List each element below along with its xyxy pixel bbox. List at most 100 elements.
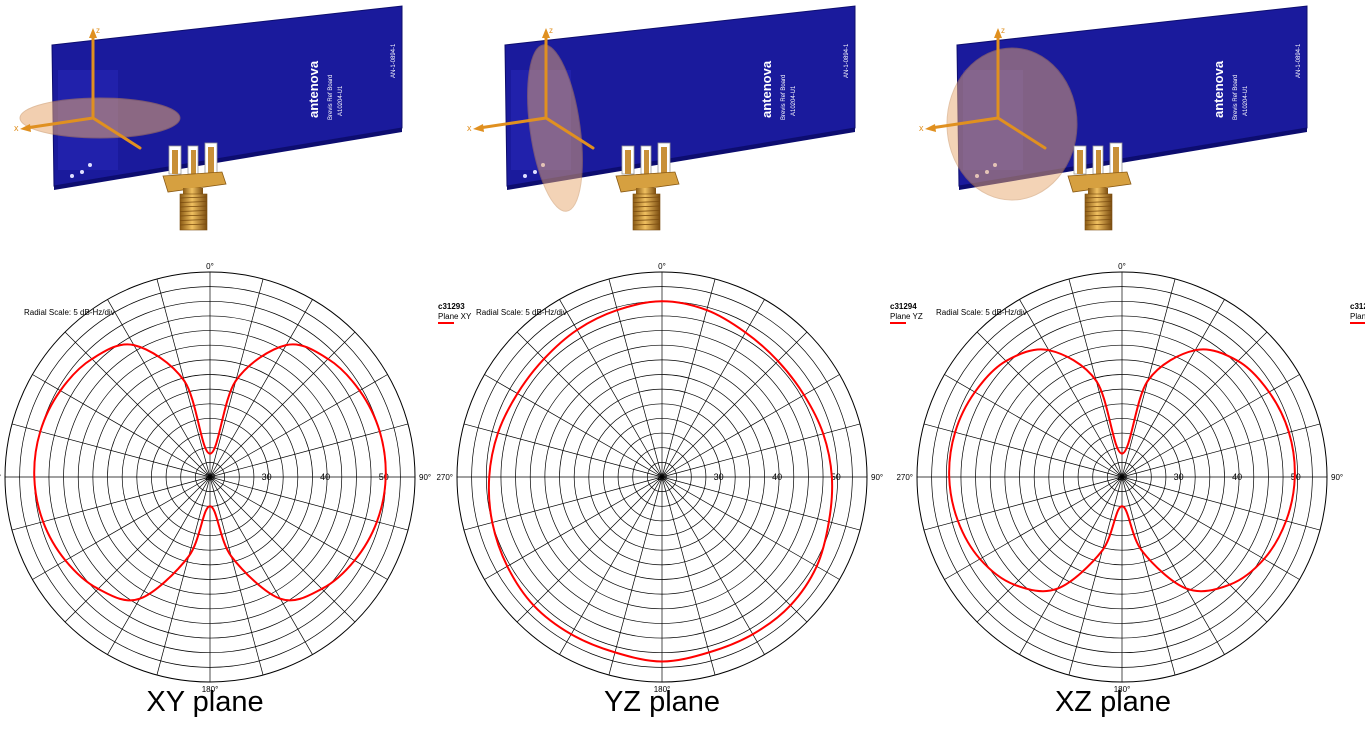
connector-pin-core	[661, 147, 667, 174]
board-text-1: Brevis Ref Board	[781, 75, 787, 120]
data-point	[97, 587, 100, 590]
radiation-plane-disc	[19, 97, 181, 139]
data-point	[978, 558, 981, 560]
connector-thread	[632, 205, 661, 208]
board-part-number: AN-1-0894-1	[391, 43, 397, 78]
axis-z-arrow	[542, 28, 550, 38]
polar-spoke	[32, 476, 211, 580]
polar-spoke	[976, 476, 1123, 623]
axis-y-line	[91, 116, 142, 150]
polar-spoke	[64, 331, 211, 478]
data-point	[1185, 587, 1188, 590]
data-point	[187, 555, 190, 558]
polar-spoke	[1019, 299, 1123, 478]
connector-thread	[1084, 210, 1113, 212]
connector-thread	[179, 219, 208, 221]
polar-spoke	[608, 476, 663, 676]
polar-spoke	[559, 476, 663, 655]
radial-tick-label: 30	[1174, 472, 1184, 482]
data-point	[183, 379, 186, 382]
angle-label-90: 90°	[419, 473, 431, 482]
data-point	[491, 521, 494, 524]
connector-thread	[179, 223, 208, 226]
polar-spoke	[661, 476, 765, 655]
pcb-board-edge	[54, 128, 402, 190]
polar-spoke	[209, 278, 264, 478]
data-point	[1047, 349, 1050, 352]
data-point	[542, 357, 545, 360]
data-point	[948, 476, 951, 478]
connector-pin-core	[208, 147, 214, 174]
polar-spoke	[209, 423, 409, 478]
connector-pin-core	[191, 150, 196, 174]
data-point	[496, 432, 499, 435]
connector-thread	[1084, 196, 1113, 199]
polar-spoke	[1121, 476, 1268, 623]
data-point	[375, 520, 378, 523]
radial-tick-label: 50	[379, 472, 389, 482]
connector-thread	[632, 223, 661, 226]
radial-tick-label: 20	[657, 472, 667, 482]
angle-label-270: 270°	[896, 473, 913, 482]
via-dot	[533, 170, 537, 174]
via-dot	[80, 170, 84, 174]
connector-neck	[183, 188, 203, 196]
data-point	[973, 391, 976, 394]
polar-spoke	[107, 299, 211, 478]
data-point	[830, 476, 833, 478]
connector-thread	[1084, 219, 1113, 221]
polar-spoke	[209, 476, 409, 531]
connector-pin-core	[625, 150, 631, 174]
data-point	[1005, 360, 1008, 363]
data-point	[661, 660, 663, 663]
connector-pin-core	[172, 150, 178, 174]
connector-pin-core	[644, 150, 649, 174]
data-point	[1194, 349, 1197, 352]
polar-spoke	[976, 331, 1123, 478]
axis-z-arrow	[89, 28, 97, 38]
data-point	[614, 651, 617, 654]
board-text-1: Brevis Ref Board	[328, 75, 334, 120]
data-point	[132, 344, 135, 347]
axis-x-label: x	[467, 123, 472, 133]
polar-spoke	[661, 476, 716, 676]
axis-x-line	[24, 116, 95, 130]
radiation-plane-disc	[946, 47, 1078, 201]
pcb-board-edge	[507, 128, 855, 190]
data-point	[744, 331, 747, 334]
angle-label-270: 270°	[436, 473, 453, 482]
data-point	[661, 300, 663, 303]
data-point	[532, 604, 535, 607]
axis-x-label: x	[14, 123, 19, 133]
axis-y-line	[544, 116, 595, 150]
via-dot	[70, 174, 74, 178]
radial-scale-label: Radial Scale: 5 dB-Hz/div	[936, 308, 1027, 317]
angle-label-270: 270°	[0, 473, 1, 482]
data-point	[138, 597, 141, 600]
polar-spoke	[923, 423, 1123, 478]
radial-tick-label: 30	[714, 472, 724, 482]
connector-thread	[179, 201, 208, 203]
legend-title: c31292	[1350, 302, 1365, 311]
connector-thread	[179, 210, 208, 212]
axis-z-arrow	[994, 28, 1002, 38]
connector-neck	[1088, 188, 1108, 196]
board-render-xy: antenova Brevis Ref Board A10204-U1 AN-1-08…	[14, 5, 403, 231]
data-point	[64, 559, 67, 562]
data-point	[705, 309, 708, 312]
data-point	[1293, 476, 1296, 478]
data-point	[1228, 583, 1231, 586]
data-point	[576, 328, 579, 331]
board-render-xz: antenova Brevis Ref Board A10204-U1 AN-1-08…	[919, 5, 1308, 231]
polar-spoke	[1121, 423, 1321, 478]
connector-pin-core	[1077, 150, 1083, 174]
polar-spoke	[516, 331, 663, 478]
polar-spoke	[11, 476, 211, 531]
board-render-yz: antenova Brevis Ref Board A10204-U1 AN-1-08…	[467, 5, 856, 231]
connector-thread	[179, 205, 208, 208]
data-point	[1013, 583, 1016, 586]
polar-spoke	[32, 374, 211, 478]
via-dot	[88, 163, 92, 167]
data-point	[1263, 558, 1266, 560]
